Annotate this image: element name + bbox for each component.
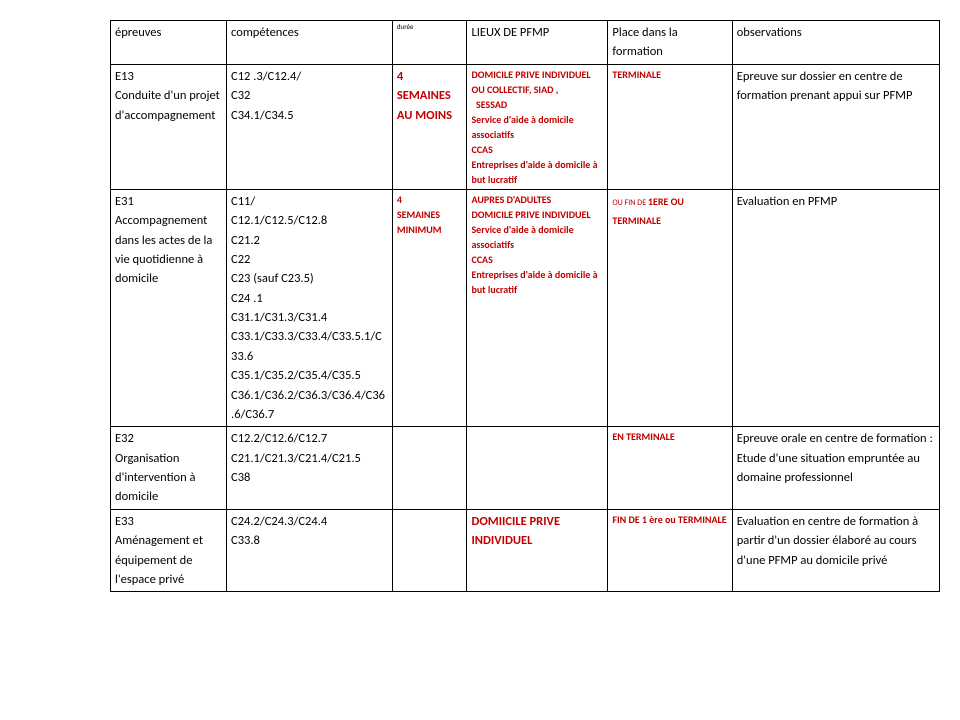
cell-competences: C24.2/C24.3/C24.4 C33.8 xyxy=(227,509,393,592)
lieu-line: DOMICILE PRIVE INDIVIDUEL OU COLLECTIF, … xyxy=(471,68,590,96)
cell-lieux: DOMIICILE PRIVE INDIVIDUEL xyxy=(467,509,608,592)
pfmp-table: épreuves compétences durée LIEUX DE PFMP… xyxy=(110,20,940,592)
cell-duree xyxy=(392,427,467,510)
lieu-line: Service d'aide à domicile associatifs xyxy=(471,113,573,141)
comp-line: C12.2/C12.6/C12.7 xyxy=(231,431,327,446)
cell-obs: Epreuve sur dossier en centre de formati… xyxy=(732,64,939,189)
table-row: E32 Organisation d'intervention à domici… xyxy=(111,427,940,510)
cell-epreuve: E33 Aménagement et équipement de l'espac… xyxy=(111,509,227,592)
lieu-line: Service d'aide à domicile associatifs xyxy=(471,223,573,251)
lieu-line: CCAS xyxy=(471,253,492,266)
th-observations: observations xyxy=(732,21,939,65)
dur-line: 4 xyxy=(397,69,403,84)
epreuve-code: E32 xyxy=(115,431,134,446)
epreuve-title: Conduite d'un projet d'accompagnement xyxy=(115,88,220,122)
comp-line: C33.1/C33.3/C33.4/C33.5.1/C33.6 xyxy=(231,329,382,363)
epreuve-title: Organisation d'intervention à domicile xyxy=(115,451,196,505)
cell-duree xyxy=(392,509,467,592)
comp-line: C36.1/C36.2/C36.3/C36.4/C36.6/C36.7 xyxy=(231,388,385,422)
epreuve-code: E33 xyxy=(115,514,134,529)
cell-lieux: DOMICILE PRIVE INDIVIDUEL OU COLLECTIF, … xyxy=(467,64,608,189)
cell-place: OU FIN DE 1ERE OU TERMINALE xyxy=(608,189,732,427)
th-duree: durée xyxy=(392,21,467,65)
cell-lieux: AUPRES D'ADULTES DOMICILE PRIVE INDIVIDU… xyxy=(467,189,608,427)
place-prefix: OU FIN DE xyxy=(612,198,648,208)
cell-place: EN TERMINALE xyxy=(608,427,732,510)
comp-line: C21.1/C21.3/C21.4/C21.5 xyxy=(231,451,361,466)
th-epreuves: épreuves xyxy=(111,21,227,65)
comp-line: C24 .1 xyxy=(231,291,263,306)
lieu-line: DOMICILE PRIVE INDIVIDUEL xyxy=(471,208,590,221)
th-place: Place dans la formation xyxy=(608,21,732,65)
comp-line: C11/ xyxy=(231,194,255,209)
lieu-line: AUPRES D'ADULTES xyxy=(471,193,551,206)
cell-place: TERMINALE xyxy=(608,64,732,189)
lieu-line: CCAS xyxy=(471,143,492,156)
cell-competences: C11/ C12.1/C12.5/C12.8 C21.2 C22 C23 (sa… xyxy=(227,189,393,427)
cell-epreuve: E32 Organisation d'intervention à domici… xyxy=(111,427,227,510)
comp-line: C38 xyxy=(231,470,250,485)
cell-lieux xyxy=(467,427,608,510)
cell-epreuve: E31 Accompagnement dans les actes de la … xyxy=(111,189,227,427)
cell-duree: 4 SEMAINES MINIMUM xyxy=(392,189,467,427)
table-row: E13 Conduite d'un projet d'accompagnemen… xyxy=(111,64,940,189)
cell-competences: C12.2/C12.6/C12.7 C21.1/C21.3/C21.4/C21.… xyxy=(227,427,393,510)
cell-duree: 4 SEMAINES AU MOINS xyxy=(392,64,467,189)
cell-competences: C12 .3/C12.4/ C32 C34.1/C34.5 xyxy=(227,64,393,189)
dur-line: SEMAINES xyxy=(397,208,440,221)
comp-line: C31.1/C31.3/C31.4 xyxy=(231,310,327,325)
lieu-line: Entreprises d'aide à domicile à but lucr… xyxy=(471,158,597,186)
comp-line: C22 xyxy=(231,252,250,267)
cell-obs: Epreuve orale en centre de formation : E… xyxy=(732,427,939,510)
comp-line: C12 .3/C12.4/ xyxy=(231,69,301,84)
comp-line: C12.1/C12.5/C12.8 xyxy=(231,213,327,228)
epreuve-code: E13 xyxy=(115,69,134,84)
th-competences: compétences xyxy=(227,21,393,65)
comp-line: C32 xyxy=(231,88,250,103)
comp-line: C21.2 xyxy=(231,233,260,248)
dur-line: 4 xyxy=(397,193,402,206)
epreuve-code: E31 xyxy=(115,194,134,209)
page: épreuves compétences durée LIEUX DE PFMP… xyxy=(0,0,960,602)
cell-obs: Evaluation en centre de formation à part… xyxy=(732,509,939,592)
comp-line: C23 (sauf C23.5) xyxy=(231,271,314,286)
table-row: E33 Aménagement et équipement de l'espac… xyxy=(111,509,940,592)
epreuve-title: Aménagement et équipement de l'espace pr… xyxy=(115,533,203,587)
dur-line: SEMAINES AU MOINS xyxy=(397,88,452,122)
table-header-row: épreuves compétences durée LIEUX DE PFMP… xyxy=(111,21,940,65)
comp-line: C34.1/C34.5 xyxy=(231,108,293,123)
lieu-line: SESSAD xyxy=(471,98,507,111)
lieu-line: Entreprises d'aide à domicile à but lucr… xyxy=(471,268,597,296)
cell-epreuve: E13 Conduite d'un projet d'accompagnemen… xyxy=(111,64,227,189)
cell-place: FIN DE 1 ère ou TERMINALE xyxy=(608,509,732,592)
comp-line: C24.2/C24.3/C24.4 xyxy=(231,514,327,529)
dur-line: MINIMUM xyxy=(397,223,442,236)
cell-obs: Evaluation en PFMP xyxy=(732,189,939,427)
comp-line: C35.1/C35.2/C35.4/C35.5 xyxy=(231,368,361,383)
comp-line: C33.8 xyxy=(231,533,260,548)
th-lieux: LIEUX DE PFMP xyxy=(467,21,608,65)
epreuve-title: Accompagnement dans les actes de la vie … xyxy=(115,213,212,286)
table-row: E31 Accompagnement dans les actes de la … xyxy=(111,189,940,427)
